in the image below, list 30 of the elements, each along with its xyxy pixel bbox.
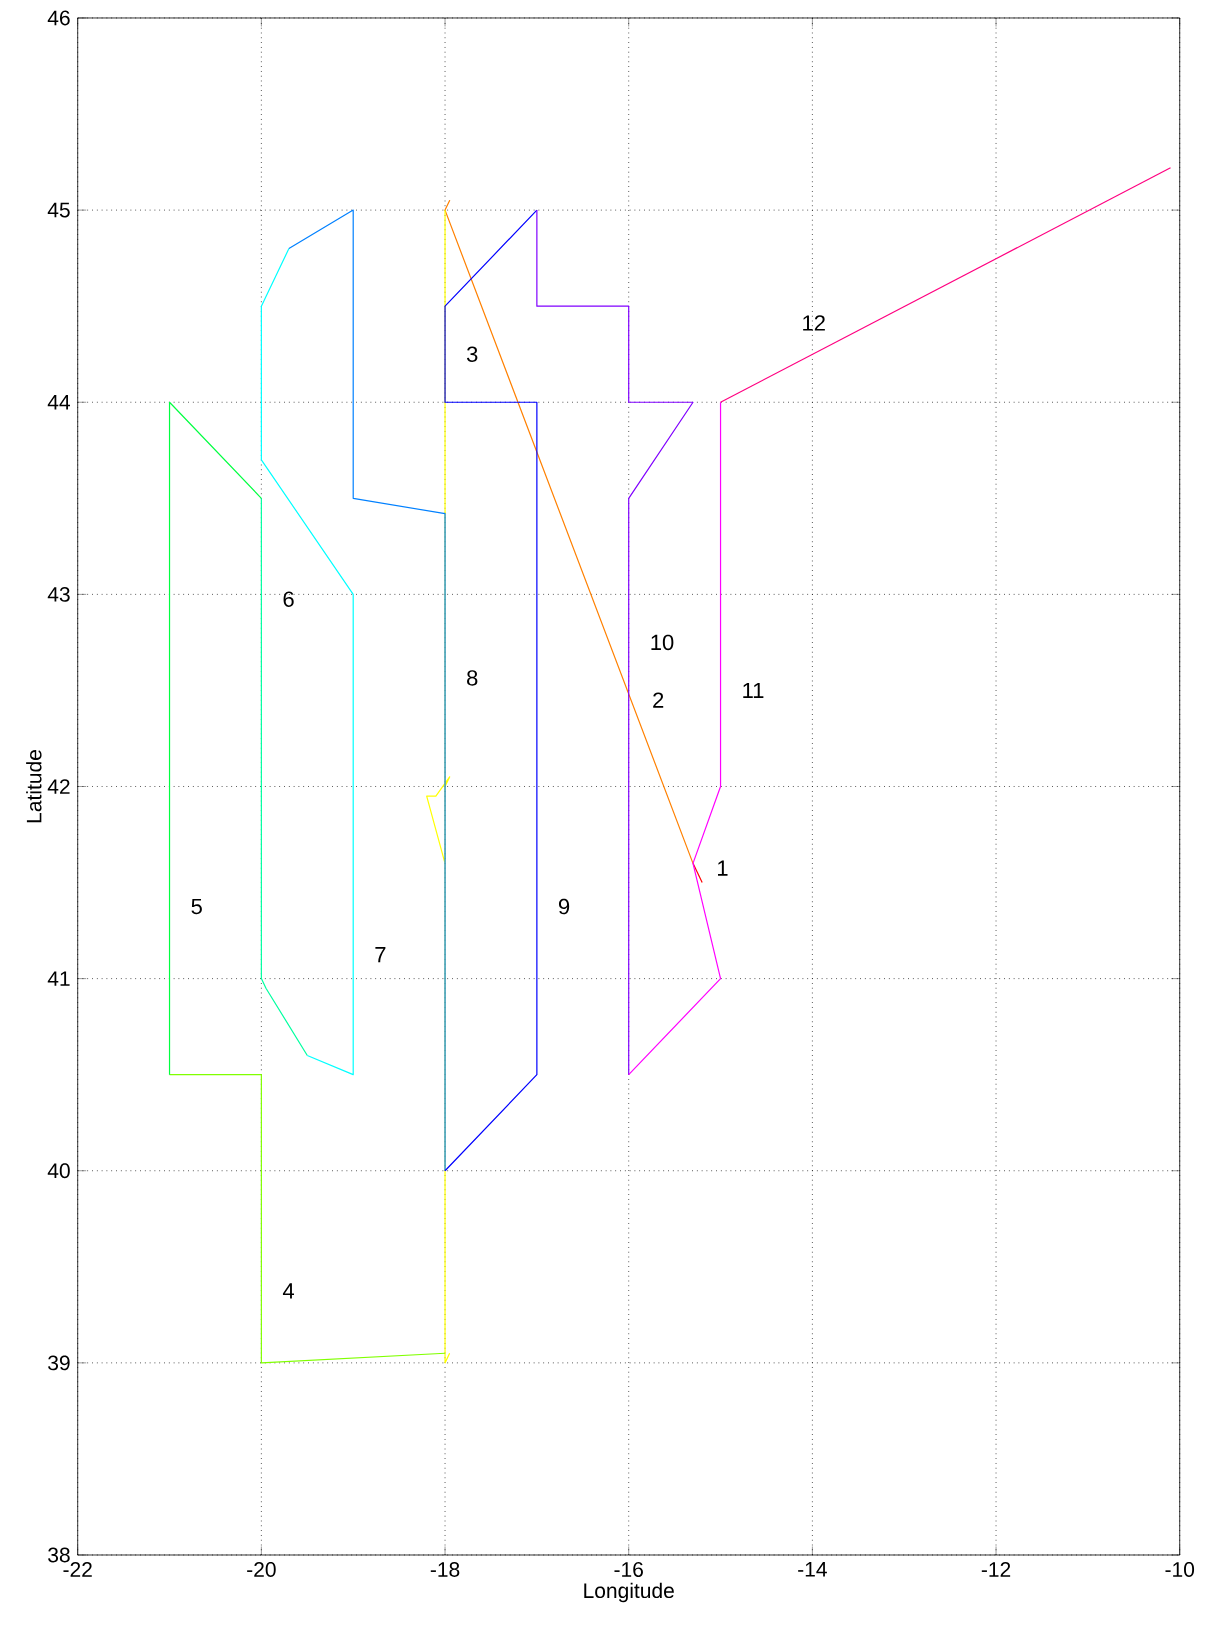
y-tick-label: 41 [47,971,70,986]
y-tick-label: 44 [47,395,70,410]
series-label: 7 [375,947,386,963]
series-label: 2 [653,692,664,708]
series-label: 4 [282,1283,295,1299]
series-label: 9 [558,898,570,915]
series-label: 5 [191,898,202,915]
series-label: 3 [466,346,478,362]
y-tick-label: 39 [48,1355,70,1371]
x-tick-label: -20 [247,1562,276,1577]
x-tick-label: -10 [1165,1562,1195,1577]
y-tick-label: 38 [48,1547,70,1563]
x-tick-label: -22 [63,1562,92,1577]
x-tick-label: -12 [981,1562,1011,1577]
series-label: 11 [743,682,764,698]
y-tick-label: 46 [47,10,70,26]
y-tick-label: 42 [47,779,70,794]
series-label: 12 [803,315,825,331]
series-label: 8 [467,670,478,686]
series-label: 6 [283,591,294,607]
y-tick-label: 40 [47,1163,70,1179]
x-tick-label: -16 [614,1562,643,1577]
x-tick-label: -18 [430,1562,460,1577]
y-tick-label: 43 [47,586,70,602]
series-label: 1 [718,860,728,876]
series-label: 10 [651,634,674,651]
x-tick-label: -14 [798,1562,827,1577]
y-axis-title: Latitude [26,750,42,823]
y-tick-label: 45 [47,202,70,218]
x-axis-title: Longitude [584,1582,674,1603]
